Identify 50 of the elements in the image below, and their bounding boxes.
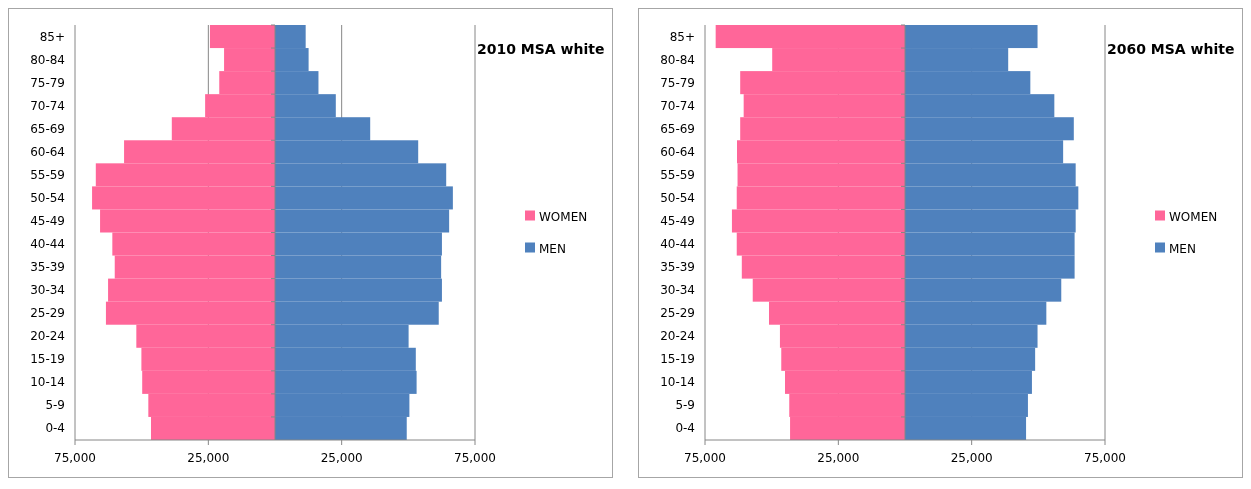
y-tick-label: 30-34: [30, 283, 65, 298]
y-tick-label: 85+: [669, 29, 695, 44]
x-tick-label: 25,000: [817, 451, 860, 465]
x-tick-label: 75,000: [454, 451, 496, 465]
text: 2010 MSA white: [477, 41, 605, 57]
legend-label: WOMEN: [1169, 209, 1218, 224]
y-tick-label: 25-29: [660, 306, 695, 321]
y-tick-label: 20-24: [660, 329, 695, 344]
y-tick-label: 5-9: [675, 398, 695, 413]
y-tick-label: 15-19: [660, 352, 695, 367]
y-tick-label: 40-44: [660, 237, 695, 252]
y-tick-label: 0-4: [45, 421, 65, 436]
y-tick-label: 20-24: [30, 329, 65, 344]
y-tick-label: 55-59: [30, 167, 65, 182]
y-tick-label: 75-79: [660, 75, 695, 90]
x-tick-label: 75,000: [54, 451, 96, 465]
y-tick-label: 80-84: [30, 52, 65, 67]
y-tick-label: 50-54: [30, 190, 65, 205]
y-tick-label: 60-64: [660, 144, 695, 159]
y-tick-label: 10-14: [660, 375, 695, 390]
x-tick-label: 25,000: [950, 451, 993, 465]
y-tick-label: 75-79: [30, 75, 65, 90]
y-tick-label: 5-9: [45, 398, 65, 413]
x-tick-label: 75,000: [684, 451, 726, 465]
y-tick-label: 45-49: [30, 213, 65, 228]
y-tick-label: 65-69: [660, 121, 695, 136]
y-tick-label: 80-84: [660, 52, 695, 67]
y-tick-label: 35-39: [660, 260, 695, 275]
legend-label: MEN: [1169, 241, 1196, 256]
text: 2060 MSA white: [1107, 41, 1235, 57]
y-tick-label: 35-39: [30, 260, 65, 275]
y-tick-label: 40-44: [30, 237, 65, 252]
x-tick-label: 25,000: [320, 451, 363, 465]
y-tick-label: 70-74: [660, 98, 695, 113]
x-tick-label: 75,000: [1084, 451, 1126, 465]
y-tick-label: 10-14: [30, 375, 65, 390]
y-tick-label: 60-64: [30, 144, 65, 159]
legend-label: WOMEN: [539, 209, 588, 224]
y-tick-label: 45-49: [660, 213, 695, 228]
y-tick-label: 55-59: [660, 167, 695, 182]
y-tick-label: 70-74: [30, 98, 65, 113]
y-tick-label: 85+: [39, 29, 65, 44]
y-tick-label: 25-29: [30, 306, 65, 321]
y-tick-label: 30-34: [660, 283, 695, 298]
x-tick-label: 25,000: [187, 451, 230, 465]
legend-label: MEN: [539, 241, 566, 256]
y-tick-label: 15-19: [30, 352, 65, 367]
y-tick-label: 65-69: [30, 121, 65, 136]
y-tick-label: 0-4: [675, 421, 695, 436]
y-tick-label: 50-54: [660, 190, 695, 205]
